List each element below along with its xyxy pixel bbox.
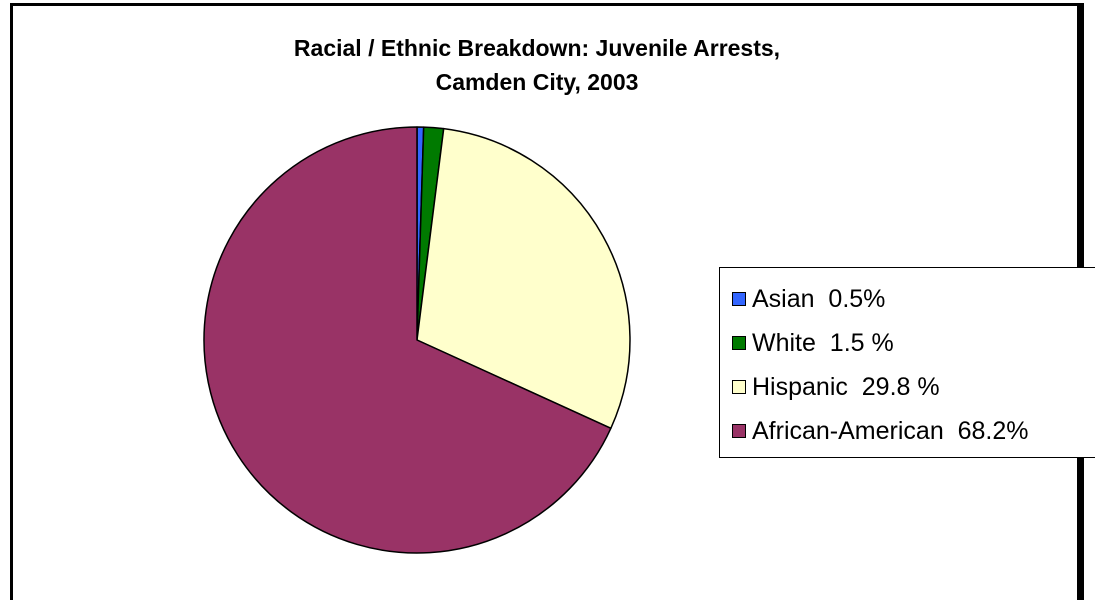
legend-item-white: White 1.5 % [732,328,894,358]
legend-label-asian: Asian 0.5% [752,284,886,313]
legend-item-hispanic: Hispanic 29.8 % [732,372,940,402]
legend-label-hispanic: Hispanic 29.8 % [752,372,940,401]
legend-swatch-white [732,336,746,350]
pie-slice-african-american [203,126,612,554]
legend-swatch-african-american [732,424,746,438]
legend-label-african-american: African-American 68.2% [752,416,1029,445]
chart-title-line-1: Racial / Ethnic Breakdown: Juvenile Arre… [293,35,781,61]
legend-item-asian: Asian 0.5% [732,284,885,314]
chart-title: Racial / Ethnic Breakdown: Juvenile Arre… [0,31,1074,99]
legend-item-african-american: African-American 68.2% [732,416,1029,446]
legend-swatch-asian [732,292,746,306]
legend-label-white: White 1.5 % [752,328,894,357]
legend-swatch-hispanic [732,380,746,394]
legend: Asian 0.5% White 1.5 % Hispanic 29.8 % A… [719,267,1095,458]
pie-slice-hispanic [416,127,631,430]
chart-title-line-2: Camden City, 2003 [435,69,639,95]
